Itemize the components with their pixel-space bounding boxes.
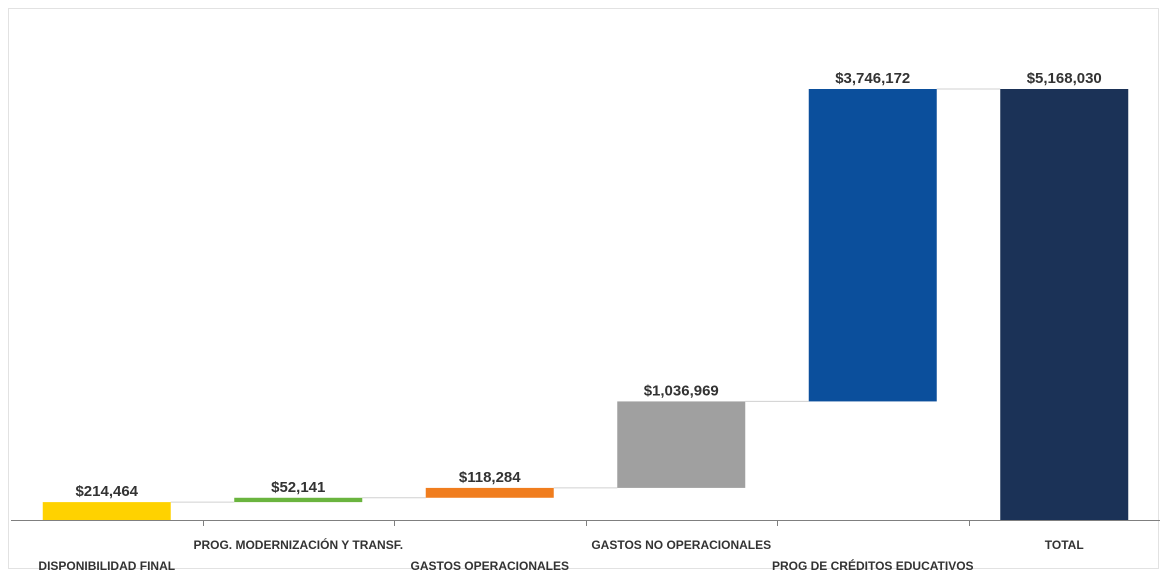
chart-frame	[8, 8, 1159, 569]
category-label: PROG DE CRÉDITOS EDUCATIVOS	[772, 558, 974, 573]
category-label: DISPONIBILIDAD FINAL	[38, 559, 175, 573]
bar-2	[234, 497, 363, 503]
value-label: $52,141	[271, 479, 325, 496]
value-label: $118,284	[459, 469, 521, 486]
bar-6	[1000, 89, 1129, 520]
bar-3	[425, 487, 554, 498]
category-label: PROG. MODERNIZACIÓN Y TRANSF.	[193, 537, 403, 552]
bar-1	[42, 502, 171, 520]
category-label: GASTOS NO OPERACIONALES	[591, 538, 771, 552]
value-label: $1,036,969	[644, 382, 719, 399]
value-label: $3,746,172	[835, 70, 910, 87]
bar-4	[617, 401, 746, 488]
category-label: GASTOS OPERACIONALES	[411, 559, 569, 573]
category-label: TOTAL	[1045, 538, 1084, 552]
value-label: $214,464	[75, 483, 138, 500]
value-label: $5,168,030	[1027, 70, 1102, 87]
bar-5	[808, 89, 937, 402]
